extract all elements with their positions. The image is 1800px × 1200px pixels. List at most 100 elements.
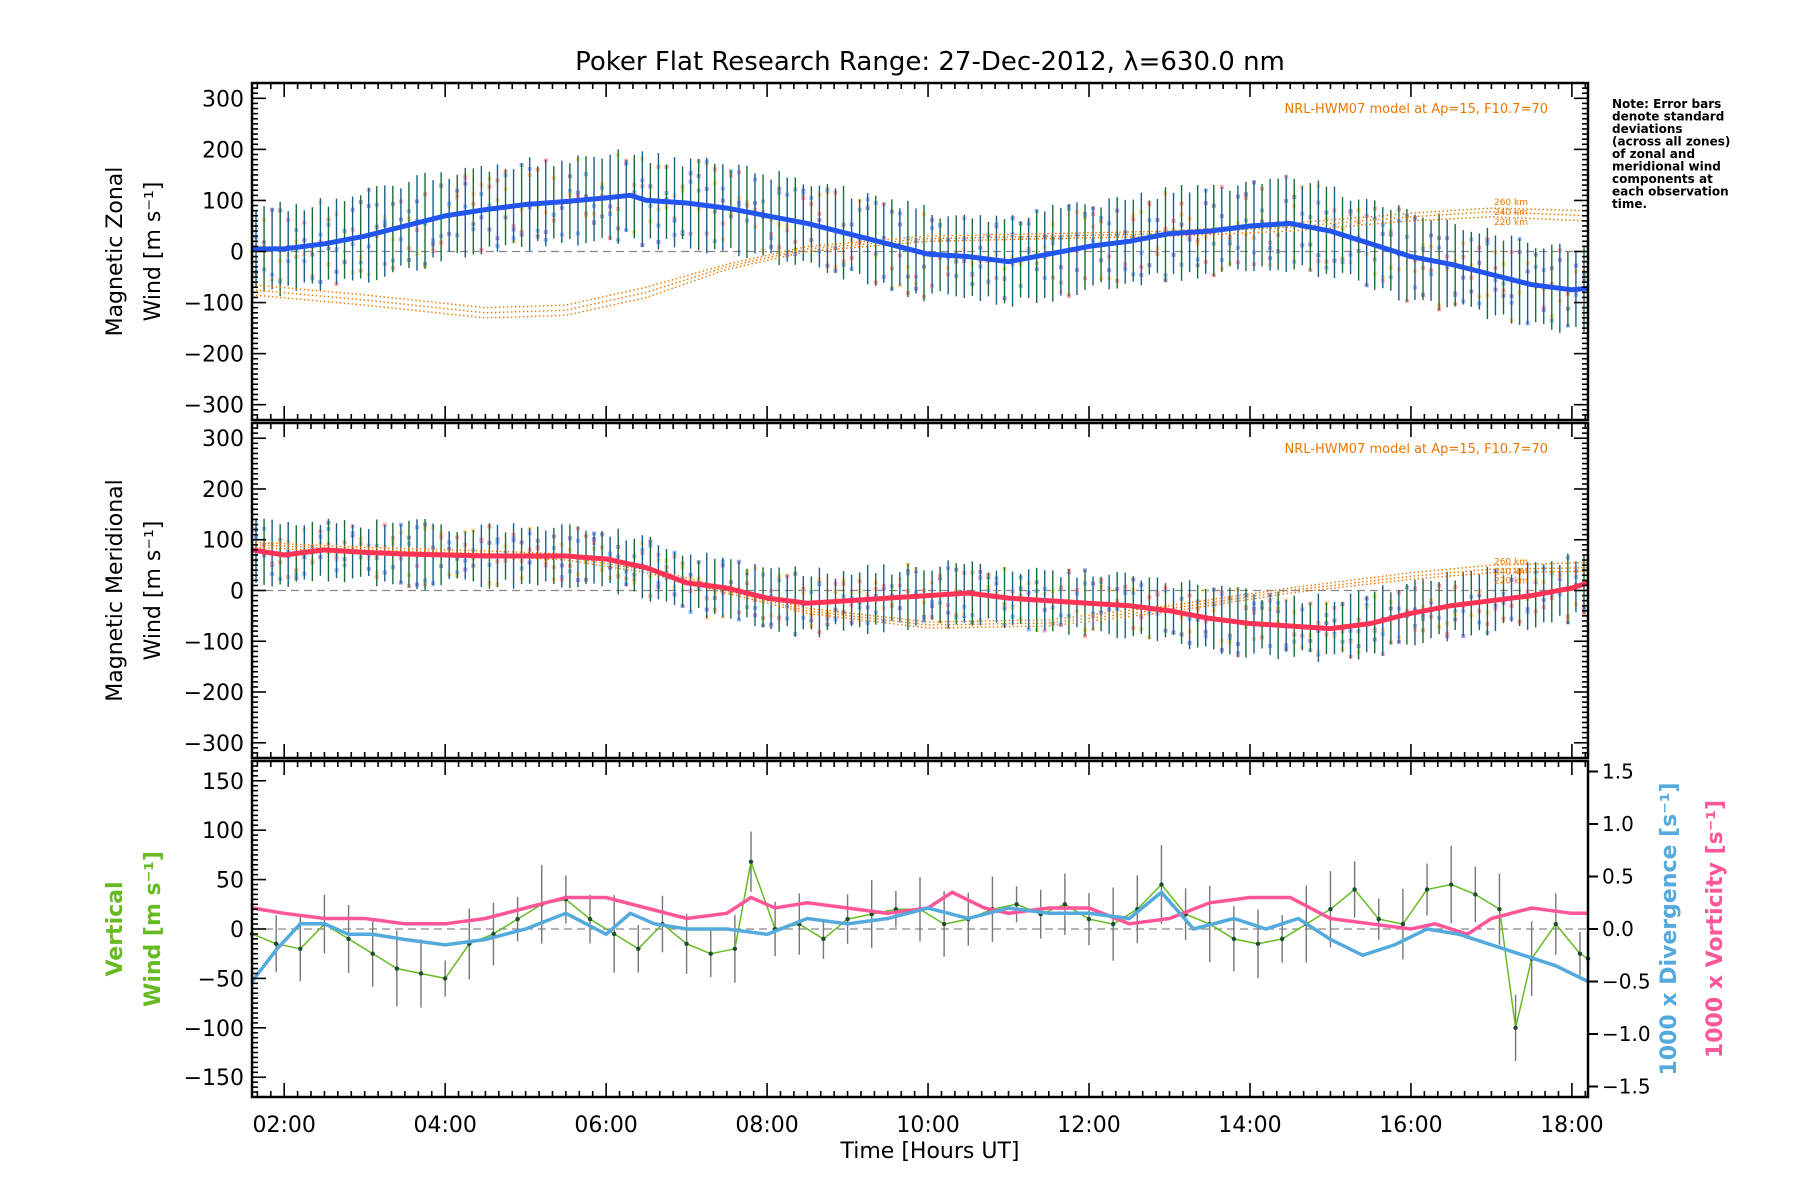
y2-tick-label: 1.5 <box>1602 760 1634 784</box>
mean-wind-line <box>252 192 1589 293</box>
note-line: deviations <box>1612 122 1683 136</box>
altitude-label: 240 km <box>1494 567 1528 577</box>
y-tick-label: −300 <box>184 732 244 757</box>
y-tick-label: 100 <box>202 819 244 844</box>
y-tick-label: 0 <box>230 918 244 943</box>
y-tick-label: −100 <box>184 1017 244 1042</box>
x-tick-label: 14:00 <box>1218 1113 1281 1138</box>
vertical-wind-point <box>941 921 947 927</box>
vertical-wind-point <box>418 971 424 976</box>
vertical-wind-point <box>708 951 713 956</box>
vertical-wind-point <box>732 946 738 951</box>
y-tick-label: 100 <box>202 189 244 214</box>
model-label: NRL-HWM07 model at Ap=15, F10.7=70 <box>1285 442 1549 457</box>
model-curve-260-km <box>251 541 1589 623</box>
vertical-wind-point <box>611 931 617 937</box>
vertical-wind-point <box>1400 921 1406 927</box>
vertical-wind-point <box>1473 892 1478 897</box>
model-curve-220-km <box>251 546 1589 629</box>
y-tick-label: −300 <box>184 394 244 419</box>
y2-tick-label: −1.5 <box>1602 1075 1651 1099</box>
y-tick-label: 300 <box>202 427 244 452</box>
note-line: denote standard <box>1612 110 1724 124</box>
vertical-wind-point <box>1553 921 1559 927</box>
vertical-wind-point <box>1255 941 1261 947</box>
zone-scatter <box>254 520 1586 659</box>
note-line: time. <box>1612 197 1647 211</box>
x-tick-label: 12:00 <box>1057 1113 1120 1138</box>
vertical-wind-point <box>1231 936 1237 942</box>
note-line: each observation <box>1612 185 1729 199</box>
x-tick-label: 16:00 <box>1379 1113 1442 1138</box>
y2-tick-label: 1.0 <box>1602 812 1634 836</box>
vertical-wind-point <box>1352 887 1357 892</box>
y-tick-label: 200 <box>202 478 244 503</box>
model-label: NRL-HWM07 model at Ap=15, F10.7=70 <box>1285 102 1549 117</box>
y-axis-label: Magnetic Zonal <box>103 167 128 337</box>
y-axis-label: Vertical <box>103 881 128 976</box>
altitude-label: 240 km <box>1494 208 1528 218</box>
y-tick-label: −150 <box>184 1066 244 1091</box>
divergence-line <box>250 889 1589 984</box>
vertical-wind-point <box>491 931 496 937</box>
vertical-wind-point <box>1577 951 1583 956</box>
vertical-wind-point <box>845 916 850 922</box>
y-axis-label: Wind [m s⁻¹] <box>141 182 166 322</box>
note-line: components at <box>1612 172 1713 186</box>
y-tick-label: −100 <box>184 292 244 317</box>
vertical-wind-point <box>298 946 303 951</box>
mean-wind-line <box>251 547 1589 632</box>
y2-tick-label: −0.5 <box>1602 970 1651 994</box>
vertical-wind-point <box>442 976 448 981</box>
model-curve-240-km <box>251 544 1589 626</box>
y-tick-label: 50 <box>216 869 244 894</box>
model-curves <box>251 541 1589 629</box>
vertical-wind-point <box>1513 1025 1518 1031</box>
x-tick-label: 06:00 <box>574 1113 637 1138</box>
vertical-wind-point <box>684 941 689 947</box>
y-tick-label: 200 <box>202 138 244 163</box>
vertical-wind-point <box>515 916 520 922</box>
divergence-axis-label: 1000 x Divergence [s⁻¹] <box>1657 782 1682 1075</box>
altitude-label: 220 km <box>1494 576 1528 586</box>
y-axis-label: Wind [m s⁻¹] <box>141 851 166 1007</box>
y-tick-label: 0 <box>230 580 244 605</box>
vertical-wind-point <box>1110 921 1116 927</box>
y-tick-label: 0 <box>230 241 244 266</box>
y-axis-label: Wind [m s⁻¹] <box>141 521 166 661</box>
y-tick-label: 300 <box>202 87 244 112</box>
model-curves <box>251 207 1589 319</box>
y2-tick-label: −1.0 <box>1602 1022 1651 1046</box>
vertical-wind-point <box>636 946 641 951</box>
vertical-wind-point <box>1497 907 1502 912</box>
chart-title: Poker Flat Research Range: 27-Dec-2012, … <box>575 47 1285 77</box>
vertical-wind-point <box>346 936 351 942</box>
y-axis-label: Magnetic Meridional <box>103 479 128 701</box>
y2-tick-label: 0.0 <box>1602 917 1634 941</box>
y2-tick-label: 0.5 <box>1602 865 1634 889</box>
model-curve-260-km <box>251 207 1589 309</box>
model-curve-240-km <box>251 210 1589 314</box>
x-axis-label: Time [Hours UT] <box>840 1139 1020 1164</box>
altitude-label: 260 km <box>1494 558 1528 568</box>
error-bars <box>255 149 1585 333</box>
x-tick-label: 02:00 <box>252 1113 315 1138</box>
vertical-wind-point <box>821 936 826 942</box>
vertical-wind-point <box>394 966 400 971</box>
vertical-wind-point <box>587 916 593 922</box>
vertical-wind-point <box>1328 907 1333 912</box>
vertical-wind-point <box>1424 887 1430 892</box>
x-tick-label: 08:00 <box>735 1113 798 1138</box>
vertical-wind-point <box>1086 916 1092 922</box>
note-line: of zonal and <box>1612 147 1695 161</box>
note-line: meridional wind <box>1612 160 1721 174</box>
altitude-label: 260 km <box>1494 198 1528 208</box>
x-tick-label: 10:00 <box>896 1113 959 1138</box>
vertical-wind-point <box>370 951 375 956</box>
y-tick-label: 100 <box>202 529 244 554</box>
